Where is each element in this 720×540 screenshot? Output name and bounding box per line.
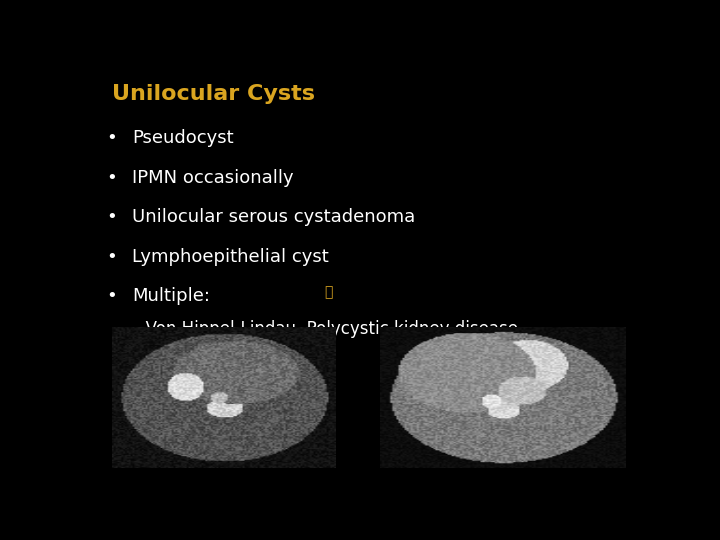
Text: IPMN occasionally: IPMN occasionally — [132, 168, 294, 187]
Text: •: • — [107, 287, 117, 305]
Text: Lymphoepithelial cyst: Lymphoepithelial cyst — [132, 248, 328, 266]
Text: •: • — [107, 168, 117, 187]
Text: Pseudocyst: Pseudocyst — [132, 129, 233, 147]
Text: •: • — [107, 129, 117, 147]
Text: Multiple:: Multiple: — [132, 287, 210, 305]
Text: 🔊: 🔊 — [324, 285, 333, 299]
Text: – Von Hippel-Lindau, Polycystic kidney disease: – Von Hippel-Lindau, Polycystic kidney d… — [132, 320, 518, 338]
Text: •: • — [107, 208, 117, 226]
Text: Unilocular Cysts: Unilocular Cysts — [112, 84, 315, 104]
Text: •: • — [107, 248, 117, 266]
Text: Unilocular serous cystadenoma: Unilocular serous cystadenoma — [132, 208, 415, 226]
